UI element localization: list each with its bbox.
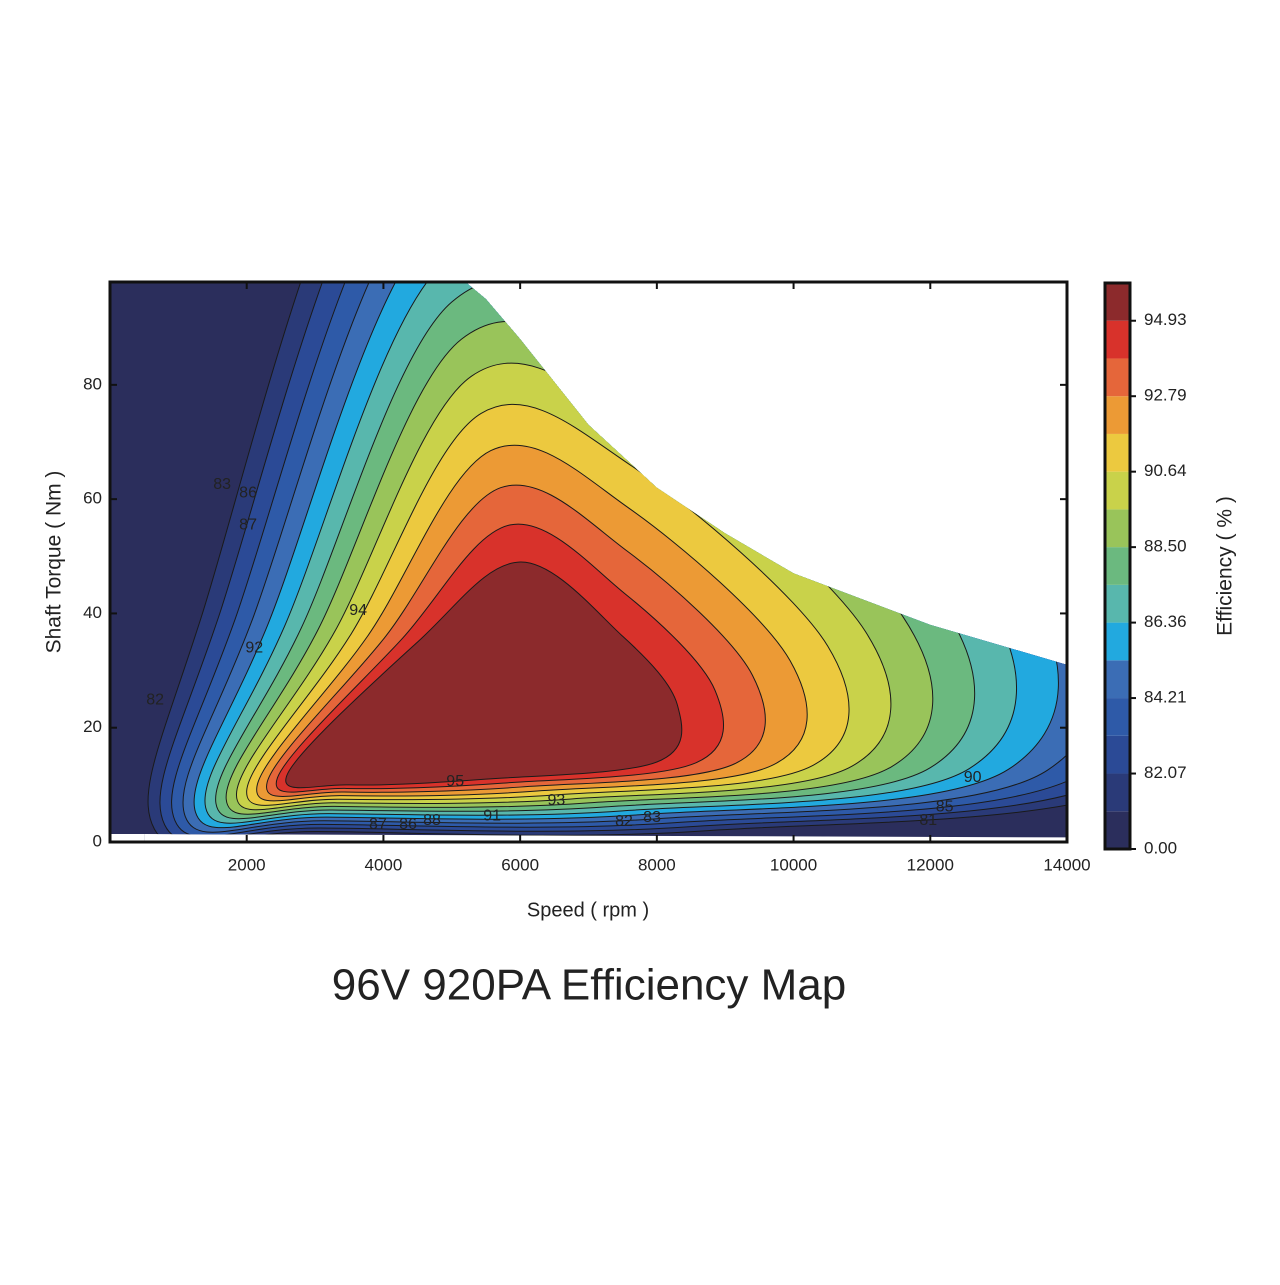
contour-label: 87 xyxy=(239,517,257,534)
contour-label: 94 xyxy=(349,602,367,619)
y-tick-label: 0 xyxy=(93,831,102,850)
contour-label: 90 xyxy=(964,769,982,786)
colorbar-tick-label: 0.00 xyxy=(1144,838,1177,857)
colorbar-label: Efficiency ( % ) xyxy=(1214,496,1237,636)
colorbar-frame xyxy=(1103,281,1132,851)
contour-label: 86 xyxy=(239,485,257,502)
colorbar-segment xyxy=(1105,773,1130,812)
colorbar-segment xyxy=(1105,698,1130,736)
x-tick-label: 6000 xyxy=(501,855,539,874)
contour-label: 82 xyxy=(146,692,164,709)
x-tick-label: 14000 xyxy=(1043,855,1090,874)
colorbar-segment xyxy=(1105,622,1130,661)
y-tick-label: 40 xyxy=(83,603,102,622)
chart-title: 96V 920PA Efficiency Map xyxy=(332,961,846,1010)
x-tick-label: 10000 xyxy=(770,855,817,874)
contour-band xyxy=(285,561,683,789)
colorbar-tick-label: 90.64 xyxy=(1144,461,1187,480)
contour-label: 95 xyxy=(446,773,464,790)
colorbar-segment xyxy=(1105,320,1130,359)
x-tick-label: 2000 xyxy=(228,855,266,874)
contour-label: 81 xyxy=(919,812,937,829)
y-tick-label: 60 xyxy=(83,489,102,508)
x-tick-label: 12000 xyxy=(907,855,954,874)
colorbar-segment xyxy=(1105,396,1130,434)
x-tick-label: 8000 xyxy=(638,855,676,874)
colorbar-tick-label: 84.21 xyxy=(1144,688,1187,707)
colorbar-segment xyxy=(1105,811,1130,849)
colorbar-segment xyxy=(1105,471,1130,510)
colorbar-segment xyxy=(1105,735,1130,774)
no-data-strip xyxy=(110,834,145,842)
contour-label: 91 xyxy=(483,808,501,825)
y-axis-label: Shaft Torque ( Nm ) xyxy=(43,471,66,654)
colorbar-segment xyxy=(1105,509,1130,548)
colorbar-tick-label: 92.79 xyxy=(1144,386,1187,405)
contour-label: 83 xyxy=(643,809,661,826)
contour-label: 86 xyxy=(399,816,417,833)
colorbar-segment xyxy=(1105,433,1130,472)
contour-label: 85 xyxy=(936,798,954,815)
y-tick-label: 20 xyxy=(83,717,102,736)
colorbar-tick-label: 88.50 xyxy=(1144,537,1187,556)
colorbar-tick-label: 86.36 xyxy=(1144,612,1187,631)
colorbar-segment xyxy=(1105,660,1130,699)
contour-label: 83 xyxy=(213,476,231,493)
contour-bands xyxy=(147,282,1067,842)
colorbar-segment xyxy=(1105,547,1130,585)
plot-frame xyxy=(108,280,1069,844)
contour-label: 88 xyxy=(423,812,441,829)
colorbar-segment xyxy=(1105,283,1130,321)
colorbar-tick-label: 82.07 xyxy=(1144,763,1187,782)
contour-label: 93 xyxy=(547,792,565,809)
contour-label: 92 xyxy=(245,640,263,657)
x-axis-label: Speed ( rpm ) xyxy=(527,899,649,921)
contour-label: 87 xyxy=(369,816,387,833)
colorbar-segment xyxy=(1105,358,1130,397)
y-tick-label: 80 xyxy=(83,374,102,393)
colorbar-segment xyxy=(1105,584,1130,623)
contour-label: 82 xyxy=(615,813,633,830)
plot-area xyxy=(110,282,1067,842)
colorbar-tick-label: 94.93 xyxy=(1144,310,1187,329)
x-tick-label: 4000 xyxy=(365,855,403,874)
